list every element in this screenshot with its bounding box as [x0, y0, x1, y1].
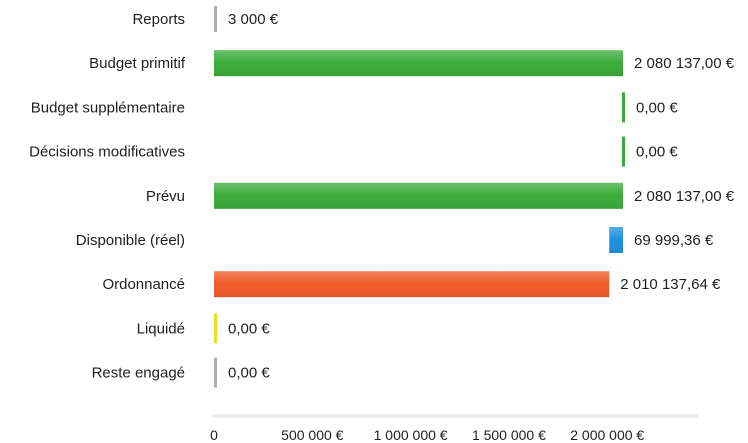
x-tick-label: 500 000 €: [281, 427, 343, 443]
category-label-budget-supplementaire: Budget supplémentaire: [31, 99, 185, 116]
category-label-liquide: Liquidé: [137, 320, 185, 337]
bar-shade: [214, 182, 623, 209]
value-label-prevu: 2 080 137,00 €: [634, 188, 735, 205]
x-axis-baseline: [212, 414, 698, 418]
category-label-disponible-reel: Disponible (réel): [76, 232, 185, 249]
x-tick-label: 1 500 000 €: [472, 427, 546, 443]
category-label-prevu: Prévu: [146, 188, 185, 205]
value-label-ordonnance: 2 010 137,64 €: [620, 276, 721, 293]
bar-fill: [214, 357, 217, 388]
value-label-disponible-reel: 69 999,36 €: [634, 232, 714, 249]
bar-decisions-modificatives: [622, 136, 625, 167]
bar-fill: [622, 92, 625, 123]
x-axis-ticks: 0 500 000 € 1 000 000 € 1 500 000 € 2 000 00…: [210, 427, 644, 443]
bar-prevu: [214, 182, 623, 209]
bar-shade: [609, 227, 623, 253]
x-tick-label: 1 000 000 €: [374, 427, 448, 443]
bar-liquide: [214, 313, 217, 344]
bar-fill: [214, 313, 217, 344]
x-tick-label: 2 000 000 €: [570, 427, 644, 443]
category-label-ordonnance: Ordonnancé: [102, 276, 185, 293]
bar-disponible-reel: [609, 227, 623, 253]
labels-layer: Reports 3 000 € Budget primitif 2 080 137,0…: [29, 11, 735, 382]
x-tick-label: 0: [210, 427, 218, 443]
value-label-budget-primitif: 2 080 137,00 €: [634, 55, 735, 72]
bar-budget-primitif: [214, 50, 623, 77]
value-label-liquide: 0,00 €: [228, 320, 270, 337]
value-label-decisions-modificatives: 0,00 €: [636, 144, 678, 161]
value-label-reste-engage: 0,00 €: [228, 365, 270, 382]
bar-ordonnance: [214, 271, 610, 298]
bar-fill: [622, 136, 625, 167]
category-label-reste-engage: Reste engagé: [92, 365, 185, 382]
bar-reste-engage: [214, 357, 217, 388]
category-label-reports: Reports: [132, 11, 185, 28]
bar-shade: [214, 271, 610, 298]
bar-fill: [214, 6, 217, 32]
category-label-budget-primitif: Budget primitif: [89, 55, 186, 72]
bar-reports: [214, 6, 217, 32]
value-label-budget-supplementaire: 0,00 €: [636, 99, 678, 116]
category-label-decisions-modificatives: Décisions modificatives: [29, 144, 185, 161]
value-label-reports: 3 000 €: [228, 11, 279, 28]
bar-budget-supplementaire: [622, 92, 625, 123]
bar-shade: [214, 50, 623, 77]
bars-layer: [214, 6, 625, 388]
